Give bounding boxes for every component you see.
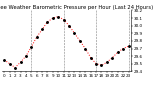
Point [111,57,114,58]
Point [62,19,65,20]
Point [73,33,76,34]
Point [8,63,11,64]
Point [116,52,119,53]
Point [41,29,43,30]
Point [100,65,103,66]
Point [3,59,6,61]
Title: Milwaukee Weather Barometric Pressure per Hour (Last 24 Hours): Milwaukee Weather Barometric Pressure pe… [0,5,154,10]
Point [68,25,70,26]
Point [127,46,130,47]
Point [122,48,124,49]
Point [106,62,108,63]
Point [57,16,60,17]
Point [95,63,97,64]
Point [52,17,54,19]
Point [89,57,92,58]
Point [30,46,33,48]
Point [84,48,87,49]
Point [14,67,16,68]
Point [19,62,22,63]
Point [46,21,49,23]
Point [25,55,27,57]
Point [35,36,38,38]
Point [79,40,81,42]
